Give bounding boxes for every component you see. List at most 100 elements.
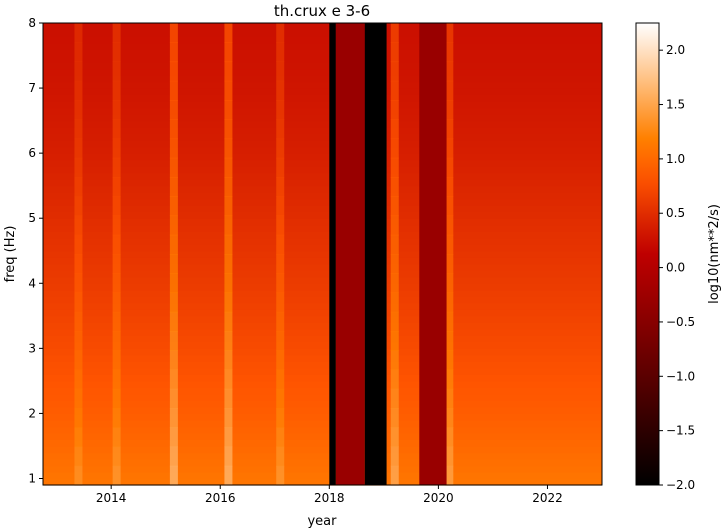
heatmap-band: [43, 166, 602, 174]
plot-frame: [42, 22, 603, 486]
heatmap-streak: [169, 427, 178, 448]
heatmap-cells: [43, 23, 602, 486]
heatmap-streak: [276, 42, 285, 63]
heatmap-streak: [390, 254, 399, 274]
heatmap-streak: [445, 42, 454, 63]
heatmap-streak: [445, 427, 454, 448]
heatmap-streak: [390, 61, 399, 82]
heatmap-band: [43, 179, 602, 187]
y-axis: 1 2 3 4 5 6 7 8: [28, 16, 43, 485]
heatmap-band: [43, 361, 602, 369]
x-tick-label: 2018: [314, 491, 345, 505]
heatmap-band: [43, 62, 602, 70]
heatmap-streak: [74, 369, 83, 390]
heatmap-streak: [276, 311, 285, 332]
heatmap-streak: [390, 446, 399, 467]
gap-column: [364, 23, 387, 485]
colorbar-tick-label: −1.0: [666, 369, 695, 383]
heatmap-band: [43, 478, 602, 486]
heatmap-streak: [224, 61, 233, 82]
heatmap-streak: [112, 157, 121, 178]
heatmap-streak: [74, 408, 83, 428]
heatmap-streak: [112, 23, 121, 43]
heatmap-streak: [169, 100, 178, 120]
heatmap-band: [43, 354, 602, 362]
heatmap-streak: [74, 311, 83, 332]
heatmap-streak: [112, 234, 121, 255]
heatmap-band: [43, 224, 602, 232]
heatmap-streak: [169, 177, 178, 197]
heatmap-streak: [169, 465, 178, 486]
heatmap-band: [43, 192, 602, 200]
heatmap-band: [43, 127, 602, 135]
heatmap-streak: [169, 157, 178, 178]
heatmap-band: [43, 393, 602, 402]
heatmap-streak: [224, 196, 233, 217]
heatmap-streak: [74, 61, 83, 82]
heatmap-streak: [112, 427, 121, 448]
heatmap-streak: [224, 369, 233, 390]
heatmap-streak: [74, 42, 83, 63]
heatmap-band: [43, 380, 602, 388]
heatmap-streak: [112, 215, 121, 236]
heatmap-streak: [276, 369, 285, 390]
heatmap-streak: [169, 80, 178, 101]
heatmap-band: [43, 133, 602, 141]
heatmap-streak: [112, 350, 121, 371]
heatmap-streak: [224, 465, 233, 486]
heatmap-band: [43, 276, 602, 284]
heatmap-band: [43, 75, 602, 83]
heatmap-band: [43, 296, 602, 304]
heatmap-band: [43, 94, 602, 102]
heatmap-streak: [390, 350, 399, 371]
heatmap-streak: [74, 177, 83, 197]
heatmap-streak: [74, 100, 83, 120]
y-tick-label: 1: [28, 471, 36, 485]
heatmap-streak: [112, 42, 121, 63]
gap-column: [335, 23, 365, 485]
heatmap-streak: [169, 273, 178, 294]
heatmap-streak: [74, 350, 83, 371]
heatmap-band: [43, 270, 602, 278]
x-axis: 2014 2016 2018 2020 2022: [96, 485, 563, 505]
heatmap-band: [43, 387, 602, 395]
heatmap-streak: [445, 23, 454, 43]
heatmap-streak: [276, 138, 285, 159]
heatmap-streak: [390, 234, 399, 255]
heatmap-streak: [224, 42, 233, 63]
heatmap-band: [43, 257, 602, 265]
heatmap-streak: [74, 80, 83, 101]
heatmap-streak: [390, 100, 399, 120]
heatmap-streak: [445, 177, 454, 197]
heatmap-streak: [112, 388, 121, 409]
heatmap-streak: [74, 157, 83, 178]
heatmap-band: [43, 159, 602, 167]
heatmap-band: [43, 322, 602, 330]
heatmap-band: [43, 88, 602, 96]
heatmap-streak: [112, 177, 121, 197]
heatmap-band: [43, 244, 602, 252]
heatmap-band: [43, 172, 602, 180]
heatmap-streak: [112, 61, 121, 82]
heatmap-streak: [390, 42, 399, 63]
heatmap-streak: [112, 465, 121, 486]
heatmap-streak: [445, 446, 454, 467]
y-tick-label: 3: [28, 341, 36, 355]
heatmap-streak: [169, 42, 178, 63]
heatmap-streak: [276, 100, 285, 120]
heatmap-streak: [390, 138, 399, 159]
heatmap-streak: [224, 408, 233, 428]
heatmap-streak: [74, 23, 83, 43]
heatmap-band: [43, 23, 602, 31]
heatmap-streak: [445, 254, 454, 274]
heatmap-band: [43, 211, 602, 219]
x-tick-label: 2014: [96, 491, 127, 505]
heatmap-streak: [112, 408, 121, 428]
heatmap-band: [43, 49, 602, 57]
heatmap-streak: [390, 157, 399, 178]
heatmap-streak: [445, 408, 454, 428]
heatmap-band: [43, 250, 602, 258]
heatmap-band: [43, 146, 602, 154]
heatmap-streak: [112, 331, 121, 351]
